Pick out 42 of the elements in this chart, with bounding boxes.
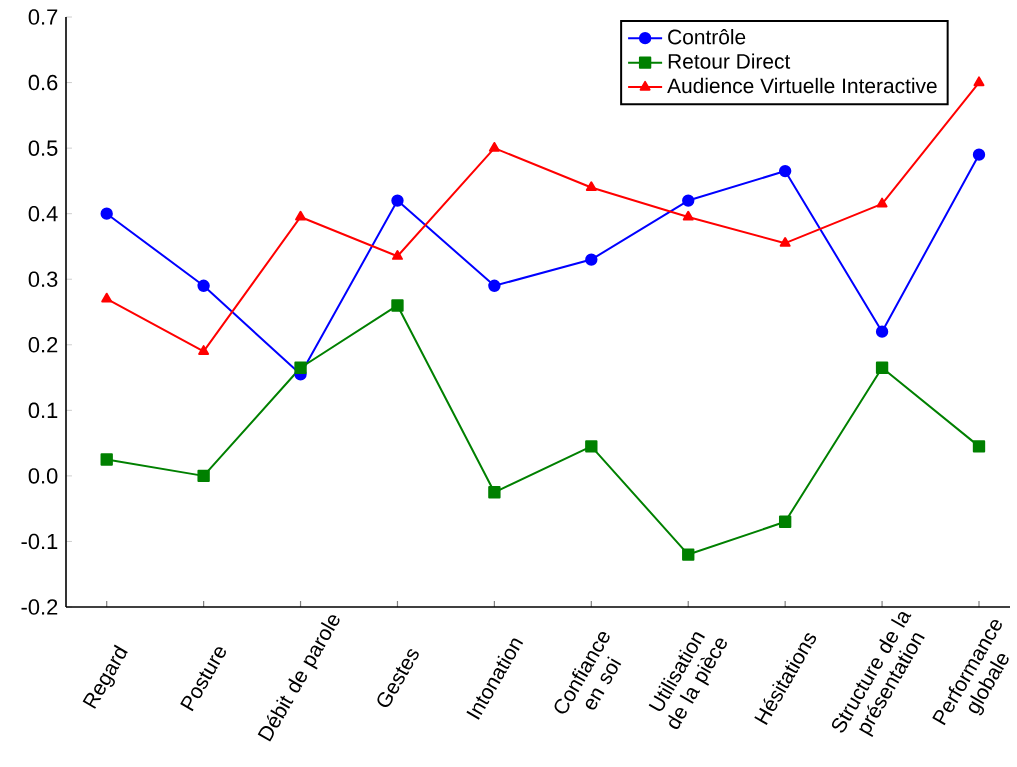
legend-label: Audience Virtuelle Interactive xyxy=(667,77,937,94)
point xyxy=(391,299,404,312)
point xyxy=(682,210,694,221)
legend-label: Contrôle xyxy=(668,28,746,45)
point xyxy=(101,292,113,303)
point xyxy=(972,148,986,161)
point xyxy=(972,440,986,453)
point xyxy=(488,279,501,292)
point xyxy=(391,250,403,260)
point xyxy=(875,325,889,338)
point xyxy=(197,469,210,483)
y-tick-label: 0.1 xyxy=(28,402,58,419)
y-tick-label: 0.2 xyxy=(28,337,58,353)
point xyxy=(294,361,307,374)
point xyxy=(197,279,210,292)
point xyxy=(973,76,985,87)
point xyxy=(100,207,113,220)
legend-label: Retour Direct xyxy=(668,53,791,69)
point xyxy=(682,194,695,207)
y-tick-label: -0.2 xyxy=(21,599,58,615)
point xyxy=(391,194,404,207)
y-tick-label: 0.7 xyxy=(28,9,58,25)
point xyxy=(585,440,598,453)
point xyxy=(682,548,695,561)
point xyxy=(198,345,210,355)
point xyxy=(585,253,598,266)
point xyxy=(875,361,889,374)
point xyxy=(488,486,501,499)
point xyxy=(778,515,792,528)
y-tick-label: 0.0 xyxy=(28,468,58,484)
y-tick-label: 0.4 xyxy=(28,205,58,222)
y-tick-label: 0.5 xyxy=(28,140,58,156)
point xyxy=(488,141,500,152)
point xyxy=(778,164,792,178)
point xyxy=(100,453,113,466)
point xyxy=(779,236,791,247)
point xyxy=(876,197,888,208)
point xyxy=(585,181,597,192)
point xyxy=(295,210,307,221)
y-tick-label: 0.6 xyxy=(28,74,58,91)
y-tick-label: -0.1 xyxy=(21,533,58,550)
y-tick-label: 0.3 xyxy=(28,271,58,287)
